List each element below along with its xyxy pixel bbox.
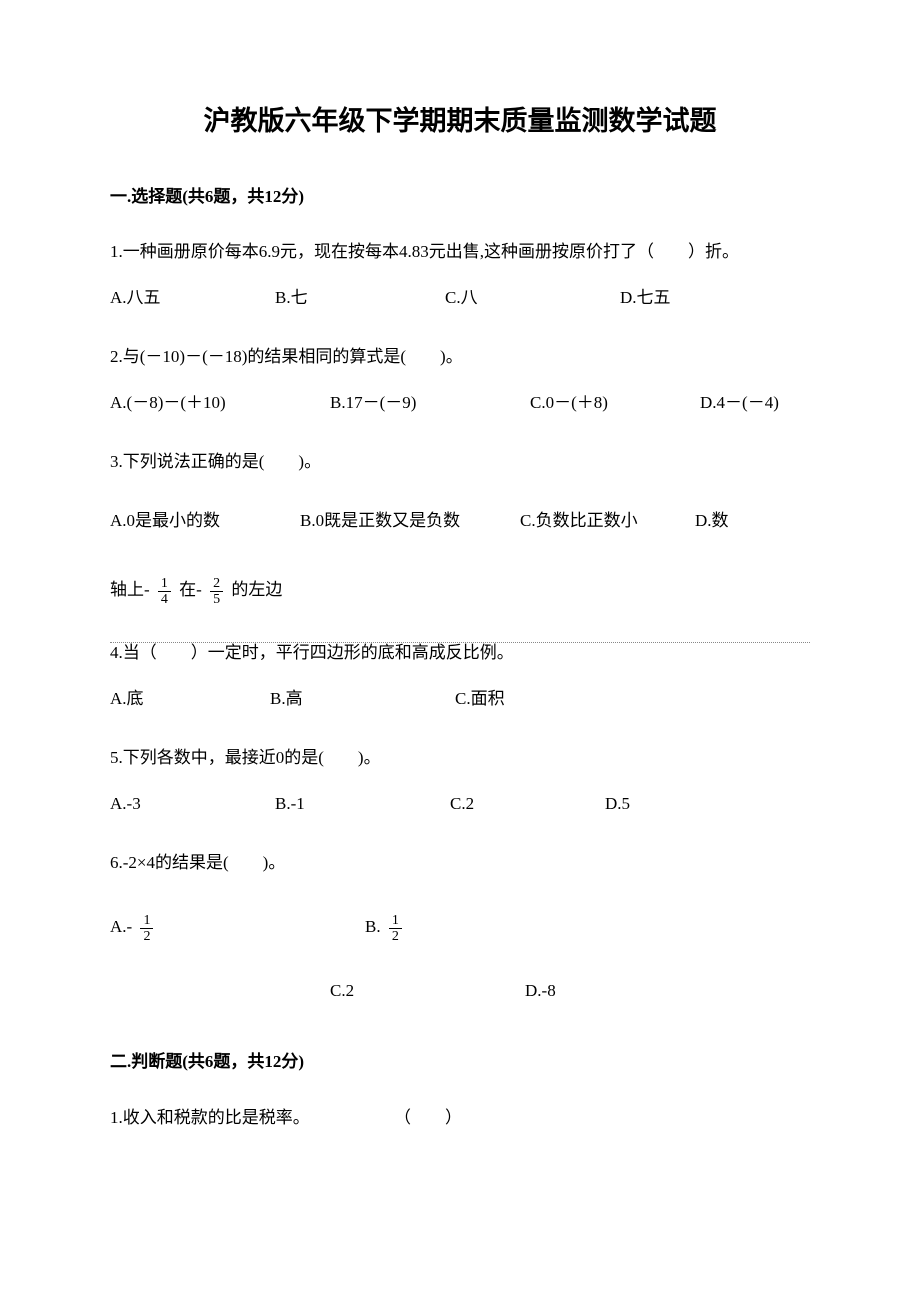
q5-opt-b: B.-1 — [275, 787, 450, 821]
question-1: 1.一种画册原价每本6.9元，现在按每本4.83元出售,这种画册按原价打了（ ）… — [110, 235, 810, 315]
q6-frac-a-den: 2 — [140, 929, 153, 944]
q1-options: A.八五 B.七 C.八 D.七五 — [110, 281, 810, 315]
q3-continue: 轴上- 1 4 在- 2 5 的左边 — [110, 573, 810, 607]
q2-opt-b: B.17－(－9) — [330, 386, 530, 420]
section1-header: 一.选择题(共6题，共12分) — [110, 183, 810, 210]
section2-header: 二.判断题(共6题，共12分) — [110, 1048, 810, 1075]
q4-opt-b: B.高 — [270, 682, 455, 716]
q2-text: 2.与(－10)－(－18)的结果相同的算式是( )。 — [110, 340, 810, 374]
q3-frac2-num: 2 — [210, 576, 223, 592]
question-6: 6.-2×4的结果是( )。 A.- 1 2 B. 1 2 C.2 D.-8 — [110, 846, 810, 1008]
s2-q1-text: 1.收入和税款的比是税率。 — [110, 1108, 310, 1127]
q6-text: 6.-2×4的结果是( )。 — [110, 846, 810, 880]
q6-options-row1: A.- 1 2 B. 1 2 — [110, 910, 810, 944]
q6-opt-d: D.-8 — [525, 974, 675, 1008]
q1-text: 1.一种画册原价每本6.9元，现在按每本4.83元出售,这种画册按原价打了（ ）… — [110, 235, 810, 269]
q6-frac-b-den: 2 — [389, 929, 402, 944]
s2-q1-paren: （ ） — [394, 1108, 462, 1127]
q6-opt-a: A.- 1 2 — [110, 910, 365, 944]
q5-opt-a: A.-3 — [110, 787, 275, 821]
q3-opt-b: B.0既是正数又是负数 — [300, 504, 520, 538]
q6-opt-c: C.2 — [330, 974, 525, 1008]
q3-frac2: 2 5 — [210, 576, 223, 608]
dotted-line — [110, 642, 810, 643]
q6-opt-b: B. 1 2 — [365, 910, 565, 944]
q1-opt-b: B.七 — [275, 281, 445, 315]
q6-frac-a-num: 1 — [140, 913, 153, 929]
q3-cont-prefix: 轴上- — [110, 580, 150, 599]
page-title: 沪教版六年级下学期期末质量监测数学试题 — [110, 100, 810, 143]
section2-q1: 1.收入和税款的比是税率。 （ ） — [110, 1101, 810, 1135]
q5-opt-c: C.2 — [450, 787, 605, 821]
q3-frac1-num: 1 — [158, 576, 171, 592]
q6-frac-b: 1 2 — [389, 913, 402, 945]
q4-opt-c: C.面积 — [455, 682, 605, 716]
q6-options-row2: C.2 D.-8 — [110, 974, 810, 1008]
q5-options: A.-3 B.-1 C.2 D.5 — [110, 787, 810, 821]
q2-options: A.(－8)－(＋10) B.17－(－9) C.0－(＋8) D.4－(－4) — [110, 386, 810, 420]
q3-opt-a: A.0是最小的数 — [110, 504, 300, 538]
q1-opt-d: D.七五 — [620, 281, 760, 315]
q6-frac-a: 1 2 — [140, 913, 153, 945]
q3-frac1: 1 4 — [158, 576, 171, 608]
q3-text: 3.下列说法正确的是( )。 — [110, 445, 810, 479]
q4-options: A.底 B.高 C.面积 — [110, 682, 810, 716]
q1-opt-a: A.八五 — [110, 281, 275, 315]
q3-options: A.0是最小的数 B.0既是正数又是负数 C.负数比正数小 D.数 — [110, 504, 810, 538]
q5-text: 5.下列各数中，最接近0的是( )。 — [110, 741, 810, 775]
question-3: 3.下列说法正确的是( )。 A.0是最小的数 B.0既是正数又是负数 C.负数… — [110, 445, 810, 607]
q3-frac2-den: 5 — [210, 592, 223, 607]
q3-frac1-den: 4 — [158, 592, 171, 607]
q6-frac-b-num: 1 — [389, 913, 402, 929]
dotted-separator — [110, 642, 810, 643]
question-2: 2.与(－10)－(－18)的结果相同的算式是( )。 A.(－8)－(＋10)… — [110, 340, 810, 420]
question-5: 5.下列各数中，最接近0的是( )。 A.-3 B.-1 C.2 D.5 — [110, 741, 810, 821]
question-4: 4.当（ ）一定时，平行四边形的底和高成反比例。 A.底 B.高 C.面积 — [110, 636, 810, 716]
q2-opt-d: D.4－(－4) — [700, 386, 800, 420]
q2-opt-c: C.0－(＋8) — [530, 386, 700, 420]
q5-opt-d: D.5 — [605, 787, 705, 821]
q2-opt-a: A.(－8)－(＋10) — [110, 386, 330, 420]
q6-opt-b-prefix: B. — [365, 917, 381, 936]
q3-opt-d: D.数 — [695, 504, 775, 538]
q3-cont-mid: 在- — [179, 580, 202, 599]
q3-cont-suffix: 的左边 — [231, 580, 282, 599]
q1-opt-c: C.八 — [445, 281, 620, 315]
q4-opt-a: A.底 — [110, 682, 270, 716]
q6-opt-a-prefix: A.- — [110, 917, 132, 936]
q3-opt-c: C.负数比正数小 — [520, 504, 695, 538]
